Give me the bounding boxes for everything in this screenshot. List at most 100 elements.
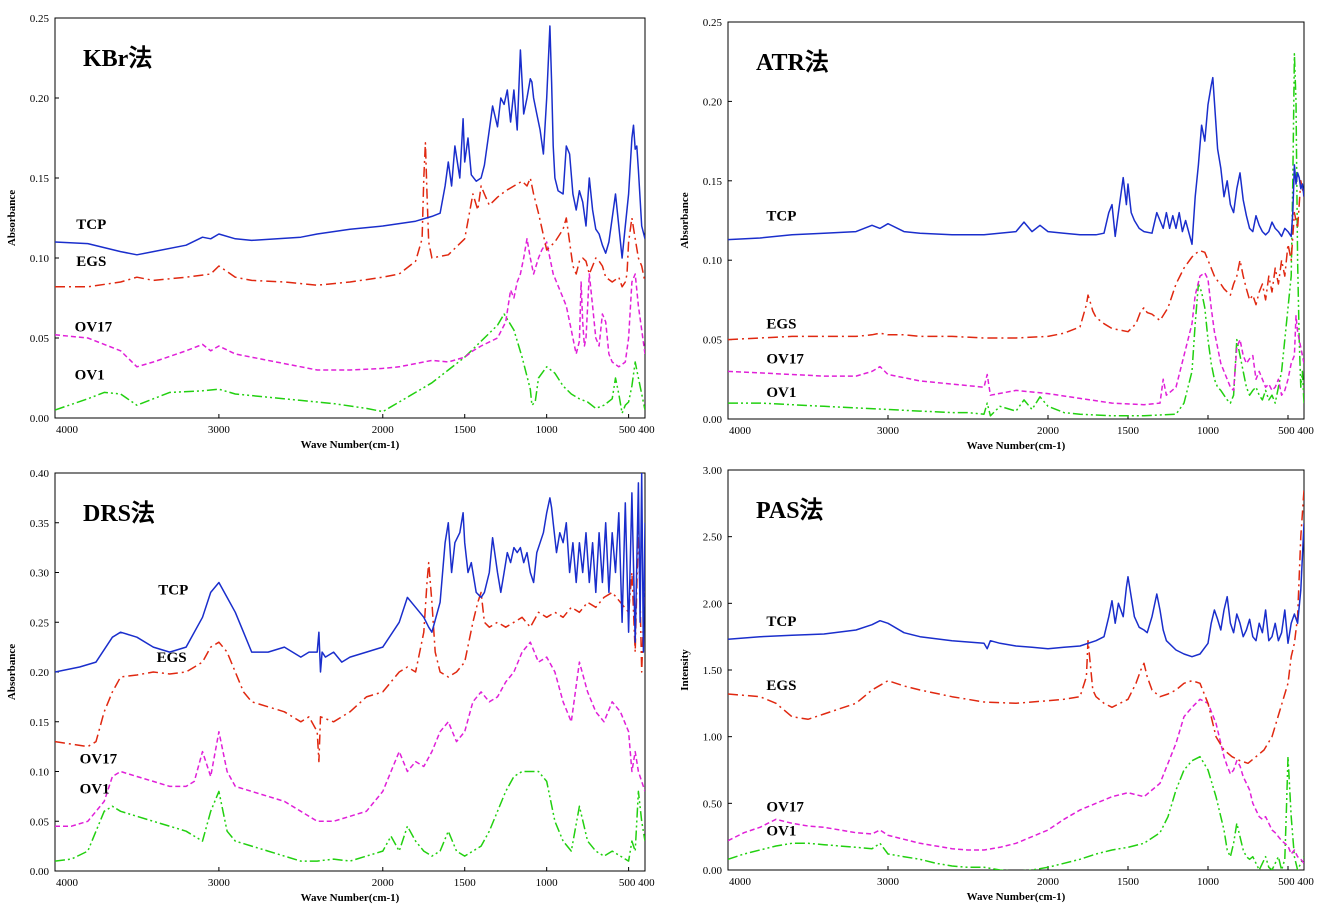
panel-title: KBr法 — [83, 45, 152, 72]
panel-title: DRS法 — [83, 500, 155, 527]
y-tick-label: 0.20 — [703, 96, 723, 108]
chart-kbr-svg: 0.00 0.05 0.10 0.15 0.20 0.25 4000 3000 2000 1500… — [6, 13, 655, 451]
series-line-egs — [55, 522, 645, 763]
series-label-tcp: TCP — [766, 614, 796, 630]
series-label-ov17: OV17 — [75, 320, 113, 336]
x-tick-label: 3000 — [877, 876, 900, 888]
x-tick-label: 500 400 — [1278, 425, 1314, 437]
series-label-egs: EGS — [766, 316, 796, 332]
series-label-egs: EGS — [157, 650, 187, 666]
y-axis-title: Absorbance — [679, 192, 691, 248]
x-axis-title: Wave Number(cm-1) — [967, 891, 1066, 903]
y-tick-label: 0.00 — [30, 413, 50, 425]
y-tick-label: 0.25 — [30, 617, 50, 629]
series-line-ov17 — [55, 238, 645, 371]
y-tick-label: 0.00 — [703, 414, 723, 426]
series-label-ov1: OV1 — [766, 823, 796, 839]
plot-frame — [54, 472, 646, 872]
y-axis-title: Absorbance — [6, 644, 18, 700]
x-tick-label: 4000 — [56, 877, 79, 889]
y-tick-label: 0.35 — [30, 518, 50, 530]
chart-panel-pas: 0.00 0.50 1.00 1.50 2.00 2.50 3.00 4000 3000 2000… — [668, 455, 1322, 910]
series-line-ov17 — [728, 698, 1304, 864]
x-tick-label: 1000 — [536, 424, 559, 436]
y-tick-label: 0.10 — [703, 255, 723, 267]
series-line-tcp — [728, 76, 1304, 246]
x-tick-label: 1000 — [1197, 876, 1220, 888]
series-line-ov17 — [728, 272, 1304, 406]
series-label-egs: EGS — [76, 254, 106, 270]
x-axis-title: Wave Number(cm-1) — [967, 440, 1066, 452]
x-tick-label: 1000 — [1197, 425, 1220, 437]
y-tick-label: 0.15 — [30, 717, 50, 729]
y-tick-label: 0.10 — [30, 253, 50, 265]
x-tick-label: 3000 — [877, 425, 900, 437]
y-tick-label: 2.00 — [703, 598, 723, 610]
series-label-ov1: OV1 — [80, 781, 110, 797]
y-tick-label: 0.15 — [30, 173, 50, 185]
series-line-ov1 — [728, 755, 1304, 870]
x-tick-label: 2000 — [372, 877, 395, 889]
y-tick-label: 1.50 — [703, 665, 723, 677]
plot-frame — [54, 17, 646, 419]
y-tick-label: 0.05 — [30, 333, 50, 345]
chart-drs-svg: 0.00 0.05 0.10 0.15 0.20 0.25 0.30 0.35 0.40 4000… — [6, 468, 655, 904]
y-tick-label: 0.00 — [703, 865, 723, 877]
x-tick-label: 4000 — [729, 876, 752, 888]
series-line-ov1 — [55, 770, 645, 862]
x-axis-title: Wave Number(cm-1) — [301, 439, 400, 451]
panel-title: ATR法 — [756, 49, 829, 76]
y-tick-label: 2.50 — [703, 532, 723, 544]
x-tick-label: 500 400 — [619, 424, 655, 436]
x-tick-label: 2000 — [1037, 425, 1060, 437]
series-line-ov17 — [55, 641, 645, 827]
x-tick-label: 1500 — [1117, 876, 1140, 888]
series-label-egs: EGS — [766, 678, 796, 694]
x-tick-label: 500 400 — [619, 877, 655, 889]
series-label-ov17: OV17 — [766, 799, 804, 815]
y-tick-label: 0.30 — [30, 568, 50, 580]
x-tick-label: 1500 — [454, 424, 477, 436]
x-tick-label: 3000 — [208, 877, 231, 889]
series-line-egs — [55, 142, 645, 288]
series-line-tcp — [55, 25, 645, 259]
y-tick-label: 0.05 — [703, 335, 723, 347]
series-line-tcp — [728, 523, 1304, 658]
series-line-egs — [728, 489, 1304, 765]
chart-panel-atr: 0.00 0.05 0.10 0.15 0.20 0.25 4000 3000 2000 1500… — [668, 0, 1322, 455]
panel-title: PAS法 — [756, 497, 824, 524]
x-tick-label: 4000 — [56, 424, 79, 436]
x-tick-label: 500 400 — [1278, 876, 1314, 888]
x-tick-label: 3000 — [208, 424, 231, 436]
y-tick-label: 0.25 — [30, 13, 50, 25]
y-tick-label: 1.00 — [703, 732, 723, 744]
series-line-ov1 — [728, 53, 1304, 417]
series-label-ov1: OV1 — [75, 368, 105, 384]
y-tick-label: 0.05 — [30, 816, 50, 828]
plot-frame — [727, 469, 1305, 871]
y-tick-label: 0.20 — [30, 667, 50, 679]
chart-panel-drs: 0.00 0.05 0.10 0.15 0.20 0.25 0.30 0.35 0.40 4000… — [0, 455, 661, 910]
x-tick-label: 1500 — [1117, 425, 1140, 437]
x-axis-title: Wave Number(cm-1) — [301, 892, 400, 904]
y-axis-title: Intensity — [679, 649, 691, 691]
y-tick-label: 0.15 — [703, 176, 723, 188]
series-label-tcp: TCP — [76, 217, 106, 233]
y-tick-label: 0.50 — [703, 798, 723, 810]
series-line-tcp — [55, 473, 645, 673]
series-line-ov1 — [55, 313, 645, 414]
y-tick-label: 0.20 — [30, 93, 50, 105]
series-label-tcp: TCP — [158, 582, 188, 598]
plot-frame — [727, 21, 1305, 420]
chart-atr-svg: 0.00 0.05 0.10 0.15 0.20 0.25 4000 3000 2000 1500… — [679, 17, 1314, 452]
x-tick-label: 4000 — [729, 425, 752, 437]
chart-panel-kbr: 0.00 0.05 0.10 0.15 0.20 0.25 4000 3000 2000 1500… — [0, 0, 661, 455]
series-label-ov17: OV17 — [80, 752, 118, 768]
y-tick-label: 0.00 — [30, 866, 50, 878]
y-tick-label: 0.10 — [30, 767, 50, 779]
y-tick-label: 0.40 — [30, 468, 50, 480]
y-tick-label: 0.25 — [703, 17, 723, 29]
x-tick-label: 1000 — [536, 877, 559, 889]
series-label-ov17: OV17 — [766, 351, 804, 367]
series-label-tcp: TCP — [766, 209, 796, 225]
